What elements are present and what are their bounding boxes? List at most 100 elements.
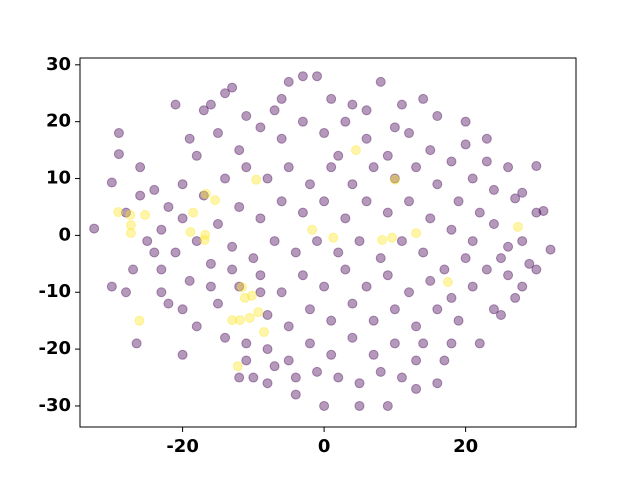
point [262,344,273,355]
point [120,287,131,298]
point [446,224,457,235]
point [333,247,344,258]
y-tick-label: -20 [38,338,71,359]
point [545,244,556,255]
point [312,71,323,82]
point [517,236,528,247]
y-tick-label: -10 [38,281,71,302]
point [125,220,136,231]
point [125,228,136,239]
point [396,99,407,110]
point [531,207,542,218]
point [375,76,386,87]
point [467,173,478,184]
point [538,205,549,216]
point [234,281,245,292]
point [170,99,181,110]
point [411,383,422,394]
point [170,247,181,258]
point [531,264,542,275]
point [474,338,485,349]
point [377,234,388,245]
point [307,224,318,235]
point [241,162,252,173]
point [135,190,146,201]
point [354,378,365,389]
point [524,258,535,269]
point [276,133,287,144]
point [432,304,443,315]
point [382,207,393,218]
point [185,226,196,237]
point [248,253,259,264]
point [319,196,330,207]
point [106,177,117,188]
y-tick-label: 10 [46,168,71,189]
point [442,277,453,288]
point [368,315,379,326]
point [297,207,308,218]
point [312,236,323,247]
point [89,223,100,234]
point [510,292,521,303]
point [241,110,252,121]
point [375,366,386,377]
plot-frame [79,57,577,428]
point [241,338,252,349]
point [200,229,211,240]
y-tick-label: 0 [58,224,71,245]
point [290,389,301,400]
point [312,366,323,377]
point [188,207,199,218]
point [205,99,216,110]
point [283,355,294,366]
point [232,361,243,372]
point [432,378,443,389]
point [156,287,167,298]
point [319,400,330,411]
point [517,281,528,292]
point [163,298,174,309]
point [177,179,188,190]
point [140,209,151,220]
point [128,264,139,275]
point [234,145,245,156]
x-tick-label: 20 [453,436,478,457]
point [474,207,485,218]
point [269,105,280,116]
point [177,213,188,224]
point [255,213,266,224]
point [283,162,294,173]
point [212,128,223,139]
point [304,304,315,315]
point [411,321,422,332]
point [200,188,211,199]
point [418,338,429,349]
point [198,190,209,201]
point [255,287,266,298]
point [361,105,372,116]
point [354,400,365,411]
point [333,150,344,161]
point [446,156,457,167]
point [220,88,231,99]
point [113,149,124,160]
point [425,275,436,286]
point [488,304,499,315]
point [350,145,361,156]
point [269,236,280,247]
point [460,253,471,264]
point [177,304,188,315]
point [389,174,400,185]
point [283,321,294,332]
point [517,187,528,198]
point [149,247,160,258]
point [326,162,337,173]
point [135,162,146,173]
point [446,292,457,303]
point [244,312,255,323]
point [467,281,478,292]
point [382,270,393,281]
point [184,133,195,144]
